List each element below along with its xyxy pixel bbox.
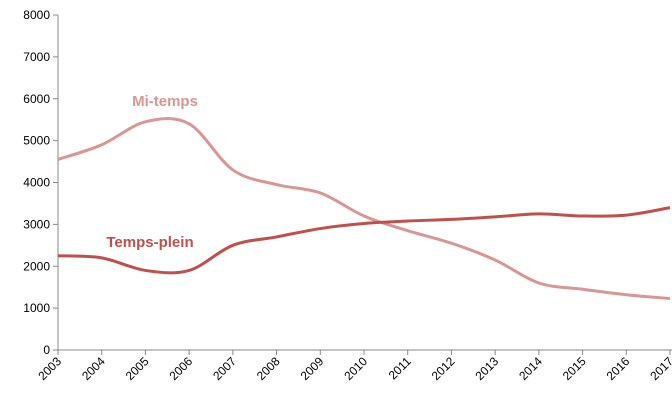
- x-tick-label: 2003: [35, 354, 64, 383]
- x-tick-label: 2016: [604, 354, 633, 383]
- x-tick-label: 2017: [647, 354, 672, 383]
- x-tick-label: 2006: [166, 354, 195, 383]
- x-tick-label: 2010: [341, 354, 370, 383]
- y-tick-label: 5000: [23, 134, 50, 148]
- y-tick-label: 8000: [23, 8, 50, 22]
- y-tick-label: 1000: [23, 301, 50, 315]
- y-tick-label: 3000: [23, 217, 50, 231]
- y-tick-label: 7000: [23, 50, 50, 64]
- x-tick-label: 2009: [298, 354, 327, 383]
- series-label: Temps-plein: [106, 234, 193, 251]
- series-line: [57, 206, 671, 275]
- x-tick-label: 2008: [254, 354, 283, 383]
- y-tick-label: 0: [43, 343, 50, 357]
- x-tick-label: 2011: [386, 354, 414, 382]
- x-tick-label: 2007: [210, 354, 239, 383]
- x-tick-label: 2004: [79, 354, 108, 383]
- series-label: Mi-temps: [132, 93, 198, 110]
- y-tick-label: 6000: [23, 92, 50, 106]
- x-tick-label: 2013: [472, 354, 501, 383]
- x-tick-label: 2015: [560, 354, 589, 383]
- x-tick-label: 2012: [429, 354, 458, 383]
- series-line: [57, 117, 671, 300]
- y-tick-label: 2000: [23, 259, 50, 273]
- x-tick-label: 2014: [516, 354, 545, 383]
- x-tick-label: 2005: [123, 354, 152, 383]
- y-tick-label: 4000: [23, 176, 50, 190]
